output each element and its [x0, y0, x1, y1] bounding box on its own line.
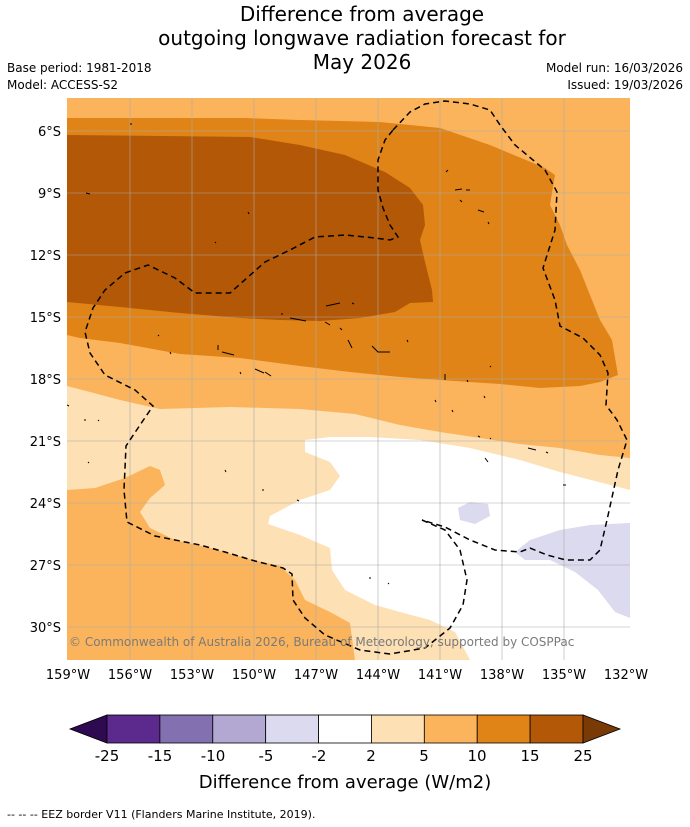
- cbar-tick-5: 5: [419, 747, 429, 765]
- eez-footnote: -- -- -- EEZ border V11 (Flanders Marine…: [7, 808, 316, 821]
- lat-label-30s: 30°S: [30, 621, 61, 636]
- copyright-notice: © Commonwealth of Australia 2026, Bureau…: [69, 635, 574, 649]
- lon-label-132w: 132°W: [604, 668, 648, 683]
- title-line-1: Difference from average: [239, 2, 485, 26]
- lon-label-144w: 144°W: [356, 668, 400, 683]
- lat-label-6s: 6°S: [38, 125, 61, 140]
- model-name: Model: ACCESS-S2: [7, 78, 119, 92]
- band-minus2-minus5-a: [458, 502, 490, 524]
- cbar-tick-minus15: -15: [148, 747, 173, 765]
- cbar-tick-15: 15: [520, 747, 539, 765]
- lat-label-18s: 18°S: [30, 373, 61, 388]
- colorbar-cell-0: [106, 714, 161, 744]
- colorbar-low-extension: [68, 714, 108, 744]
- graticule: [67, 98, 630, 660]
- lon-axis: 159°W 156°W 153°W 150°W 147°W 144°W 141°…: [46, 668, 648, 683]
- cbar-tick-minus5: -5: [259, 747, 274, 765]
- model-run: Model run: 16/03/2026: [545, 61, 683, 75]
- chart-title: Difference from average outgoing longwav…: [0, 2, 690, 74]
- cbar-tick-minus2: -2: [312, 747, 327, 765]
- colorbar-cell-8: [529, 714, 584, 744]
- lon-label-156w: 156°W: [108, 668, 152, 683]
- meta-right: Model run: 16/03/2026 Issued: 19/03/2026: [546, 60, 683, 94]
- eez-french-polynesia: [392, 100, 628, 561]
- issued-date: Issued: 19/03/2026: [567, 78, 683, 92]
- colorbar-cell-1: [159, 714, 214, 744]
- eez-pitcairn: [84, 129, 468, 655]
- lon-label-141w: 141°W: [418, 668, 462, 683]
- islands: [67, 123, 566, 585]
- lat-label-21s: 21°S: [30, 435, 61, 450]
- colorbar-cell-7: [476, 714, 531, 744]
- band-5-10-south: [67, 466, 355, 660]
- map-area: © Commonwealth of Australia 2026, Bureau…: [67, 98, 630, 660]
- lat-label-27s: 27°S: [30, 559, 61, 574]
- lat-label-12s: 12°S: [30, 249, 61, 264]
- lon-label-153w: 153°W: [170, 668, 214, 683]
- eez-borders: [84, 100, 628, 655]
- lon-label-147w: 147°W: [294, 668, 338, 683]
- base-period: Base period: 1981-2018: [7, 61, 152, 75]
- lon-label-138w: 138°W: [480, 668, 524, 683]
- title-line-3: May 2026: [312, 50, 412, 74]
- cbar-tick-minus25: -25: [95, 747, 120, 765]
- colorbar-cells: [106, 714, 584, 744]
- lon-label-150w: 150°W: [232, 668, 276, 683]
- cbar-tick-10: 10: [467, 747, 486, 765]
- colorbar-high-extension: [582, 714, 622, 744]
- lon-label-159w: 159°W: [46, 668, 90, 683]
- cbar-tick-25: 25: [573, 747, 592, 765]
- lat-axis: 6°S 9°S 12°S 15°S 18°S 21°S 24°S 27°S 30…: [30, 125, 61, 636]
- band-minus2-minus5-b: [515, 523, 630, 618]
- cbar-tick-minus10: -10: [201, 747, 226, 765]
- colorbar-cell-3: [265, 714, 319, 744]
- meta-left: Base period: 1981-2018 Model: ACCESS-S2: [7, 60, 152, 94]
- lon-label-135w: 135°W: [542, 668, 586, 683]
- colorbar-cell-5: [371, 714, 425, 744]
- lat-label-9s: 9°S: [38, 187, 61, 202]
- lat-label-15s: 15°S: [30, 311, 61, 326]
- colorbar-cell-2: [212, 714, 267, 744]
- colorbar-label: Difference from average (W/m2): [199, 772, 491, 793]
- colorbar: -25 -15 -10 -5 -2 2 5 10 15 25 Differenc…: [68, 714, 622, 793]
- cbar-tick-2: 2: [366, 747, 376, 765]
- colorbar-ticks: -25 -15 -10 -5 -2 2 5 10 15 25: [95, 747, 593, 765]
- band-15-25: [67, 135, 433, 321]
- colorbar-cell-4: [318, 714, 372, 744]
- colorbar-cell-6: [423, 714, 478, 744]
- lat-label-24s: 24°S: [30, 497, 61, 512]
- title-line-2: outgoing longwave radiation forecast for: [158, 26, 566, 50]
- band-neutral: [268, 437, 630, 660]
